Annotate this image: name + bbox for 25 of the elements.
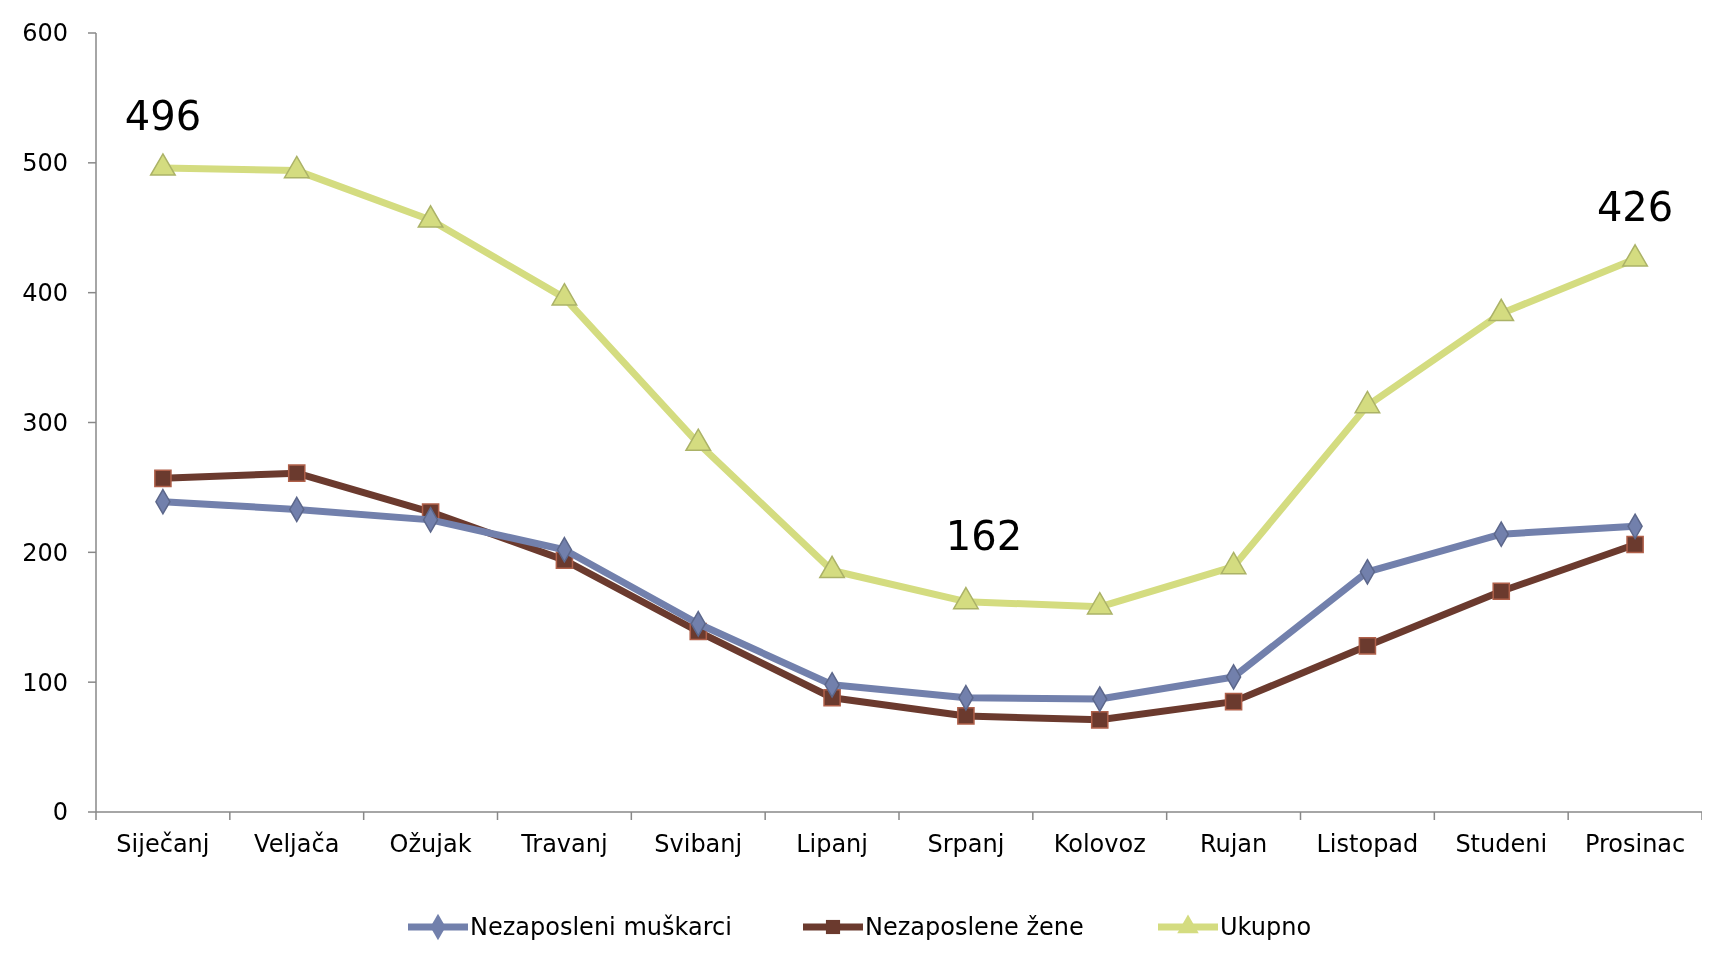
x-tick-label: Listopad bbox=[1316, 830, 1419, 858]
x-tick-label: Travanj bbox=[520, 830, 608, 858]
annotation: 426 bbox=[1596, 183, 1674, 230]
x-tick-label: Veljača bbox=[254, 830, 340, 858]
y-tick-label: 200 bbox=[22, 538, 68, 567]
x-tick-label: Svibanj bbox=[654, 830, 743, 858]
x-tick-label: Studeni bbox=[1455, 830, 1548, 858]
legend-label: Ukupno bbox=[1220, 913, 1312, 942]
y-tick-label: 0 bbox=[52, 798, 68, 827]
legend-label: Nezaposlene žene bbox=[865, 913, 1084, 942]
x-tick-label: Rujan bbox=[1199, 830, 1268, 858]
legend-label: Nezaposleni muškarci bbox=[470, 913, 732, 942]
x-tick-label: Lipanj bbox=[796, 830, 869, 858]
y-tick-label: 400 bbox=[22, 279, 68, 308]
annotation: 162 bbox=[945, 512, 1023, 559]
x-tick-label: Srpanj bbox=[927, 830, 1005, 858]
x-tick-label: Siječanj bbox=[116, 830, 210, 858]
y-tick-label: 300 bbox=[22, 408, 68, 437]
x-tick-label: Prosinac bbox=[1584, 830, 1686, 858]
y-tick-label: 600 bbox=[22, 19, 68, 48]
y-tick-label: 500 bbox=[22, 149, 68, 178]
x-tick-label: Ožujak bbox=[389, 830, 472, 858]
annotation: 496 bbox=[124, 93, 202, 140]
y-tick-label: 100 bbox=[22, 668, 68, 697]
x-tick-label: Kolovoz bbox=[1053, 830, 1146, 858]
